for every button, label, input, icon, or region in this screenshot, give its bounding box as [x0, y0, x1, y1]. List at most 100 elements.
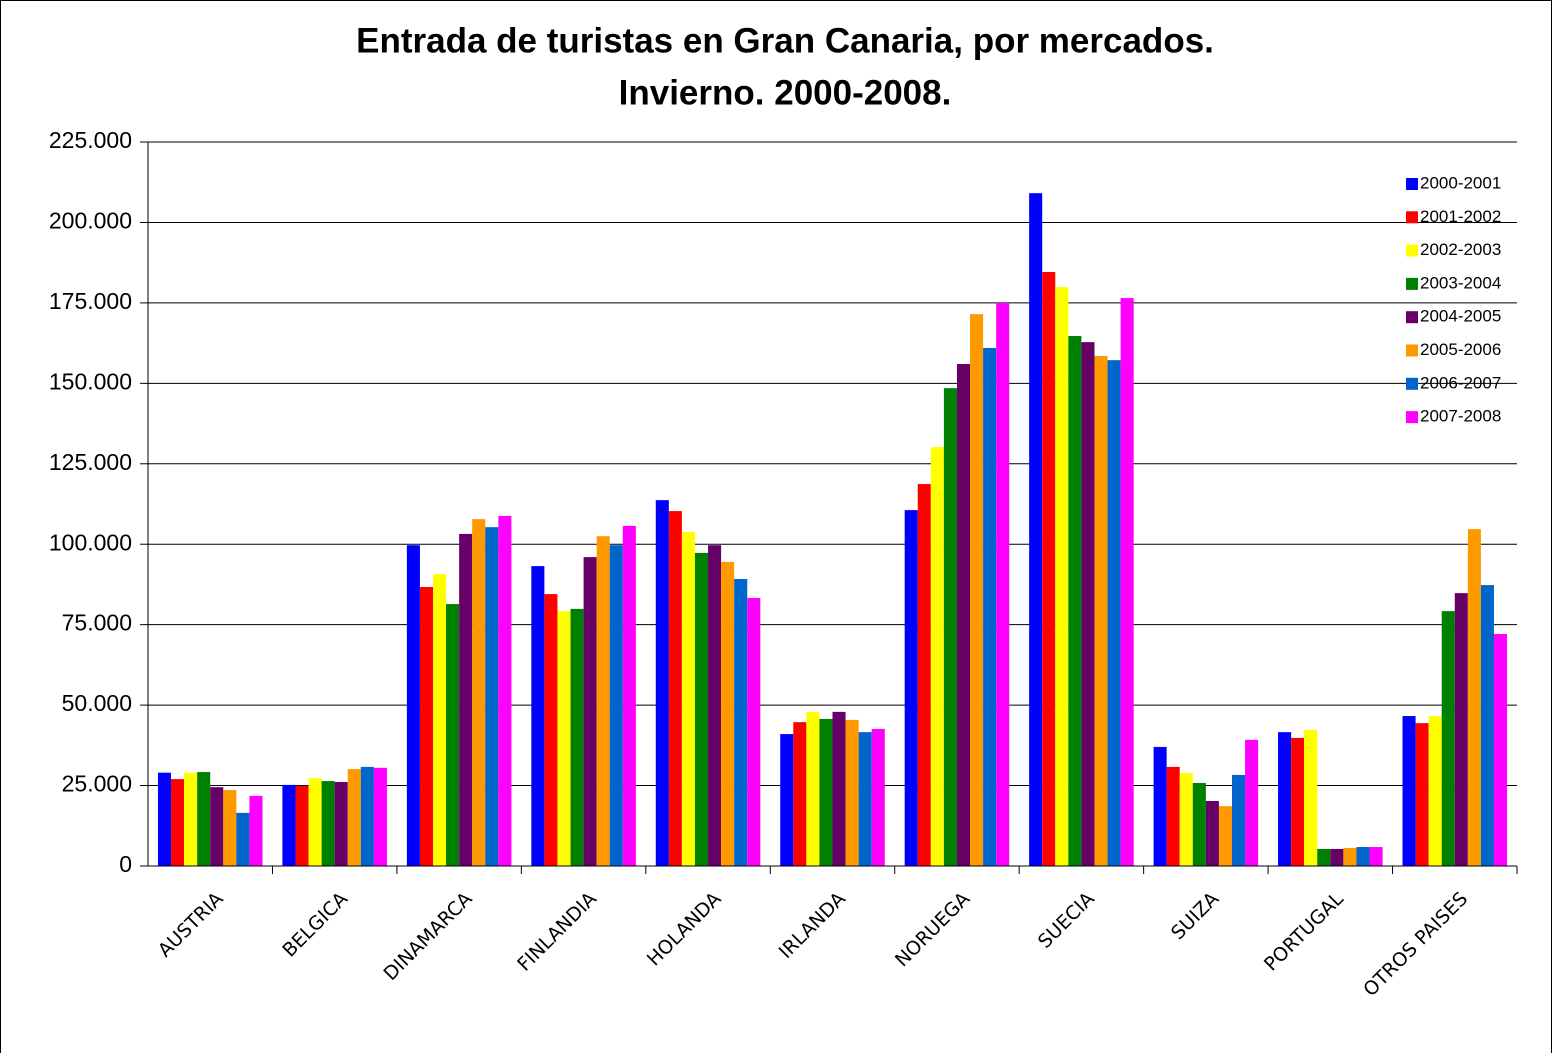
- bar: [1179, 773, 1193, 866]
- y-tick-label: 200.000: [49, 208, 132, 234]
- y-tick-label: 150.000: [49, 368, 132, 394]
- bar: [1068, 336, 1082, 867]
- bar: [171, 779, 185, 866]
- legend-label: 2007-2008: [1420, 407, 1501, 426]
- legend-label: 2005-2006: [1420, 340, 1501, 359]
- legend-swatch: [1406, 178, 1418, 190]
- bar: [1166, 766, 1180, 866]
- bar: [184, 772, 198, 866]
- bar: [655, 500, 669, 866]
- bar: [210, 787, 224, 866]
- bar: [446, 604, 460, 866]
- bar: [295, 785, 309, 866]
- bar: [858, 732, 872, 866]
- bar: [223, 790, 237, 866]
- bar: [609, 545, 623, 866]
- bar: [681, 531, 695, 866]
- legend-swatch: [1406, 277, 1418, 290]
- legend-label: 2002-2003: [1420, 240, 1501, 259]
- bar: [544, 594, 558, 866]
- bar: [871, 728, 885, 866]
- bar: [832, 711, 846, 866]
- bar: [157, 772, 172, 866]
- bar: [1042, 271, 1056, 866]
- bar: [1055, 287, 1069, 866]
- bar: [917, 484, 931, 866]
- bar: [1493, 633, 1508, 866]
- bar: [570, 608, 584, 866]
- y-tick-label: 125.000: [49, 449, 132, 475]
- bar: [996, 302, 1010, 866]
- bar: [1120, 298, 1134, 866]
- bar: [308, 778, 322, 866]
- legend-label: 2004-2005: [1420, 307, 1501, 326]
- legend-swatch: [1406, 211, 1418, 224]
- bar: [668, 511, 682, 866]
- bar: [1402, 716, 1416, 866]
- bar: [1029, 193, 1043, 867]
- bar: [780, 734, 794, 866]
- bar: [459, 533, 473, 866]
- bar: [943, 388, 957, 866]
- bar: [498, 515, 512, 866]
- bar: [956, 364, 971, 866]
- y-tick-label: 225.000: [49, 127, 132, 153]
- bar: [1153, 746, 1167, 866]
- bar: [1094, 355, 1108, 866]
- y-tick-label: 0: [119, 851, 132, 877]
- bar: [1441, 611, 1455, 866]
- bar: [347, 769, 361, 866]
- legend-label: 2003-2004: [1420, 273, 1501, 292]
- bar: [1356, 847, 1370, 866]
- bar: [406, 545, 420, 866]
- bar: [1231, 774, 1246, 866]
- bar: [433, 574, 447, 866]
- bar: [1369, 847, 1383, 866]
- bar: [1428, 716, 1442, 866]
- bar: [1415, 723, 1429, 866]
- y-tick-label: 100.000: [49, 529, 132, 555]
- bar: [734, 578, 748, 866]
- bar: [793, 722, 807, 866]
- bar: [845, 719, 859, 866]
- legend-label: 2006-2007: [1420, 373, 1501, 392]
- bar: [596, 536, 610, 866]
- y-tick-label: 175.000: [49, 288, 132, 314]
- bar: [1343, 847, 1357, 866]
- bar: [360, 766, 374, 866]
- bar: [1081, 342, 1095, 867]
- legend-swatch: [1406, 244, 1418, 257]
- bar: [485, 527, 499, 866]
- bar: [806, 711, 820, 866]
- bar: [983, 347, 997, 867]
- bar: [249, 795, 263, 866]
- bar: [1245, 739, 1259, 866]
- bar: [1291, 737, 1305, 866]
- bar: [1107, 360, 1121, 866]
- bar: [930, 447, 944, 866]
- bar: [321, 781, 335, 866]
- bar: [531, 566, 545, 866]
- bar: [1278, 732, 1292, 866]
- bar: [1454, 593, 1468, 866]
- bar: [1304, 729, 1318, 866]
- chart-title: Invierno. 2000-2008.: [619, 73, 952, 112]
- bar: [694, 552, 709, 866]
- bar: [373, 767, 387, 866]
- bar: [708, 545, 722, 866]
- y-tick-label: 75.000: [62, 610, 132, 636]
- bar: [1480, 585, 1494, 866]
- bar: [1467, 529, 1481, 866]
- legend-swatch: [1406, 344, 1418, 357]
- y-tick-label: 50.000: [62, 690, 132, 716]
- bar: [819, 718, 833, 866]
- bar: [1330, 848, 1344, 866]
- y-tick-label: 25.000: [62, 771, 132, 797]
- bar: [1205, 801, 1219, 866]
- bar: [282, 784, 296, 866]
- bar: [904, 510, 918, 866]
- bar: [747, 597, 761, 866]
- bar: [622, 525, 636, 866]
